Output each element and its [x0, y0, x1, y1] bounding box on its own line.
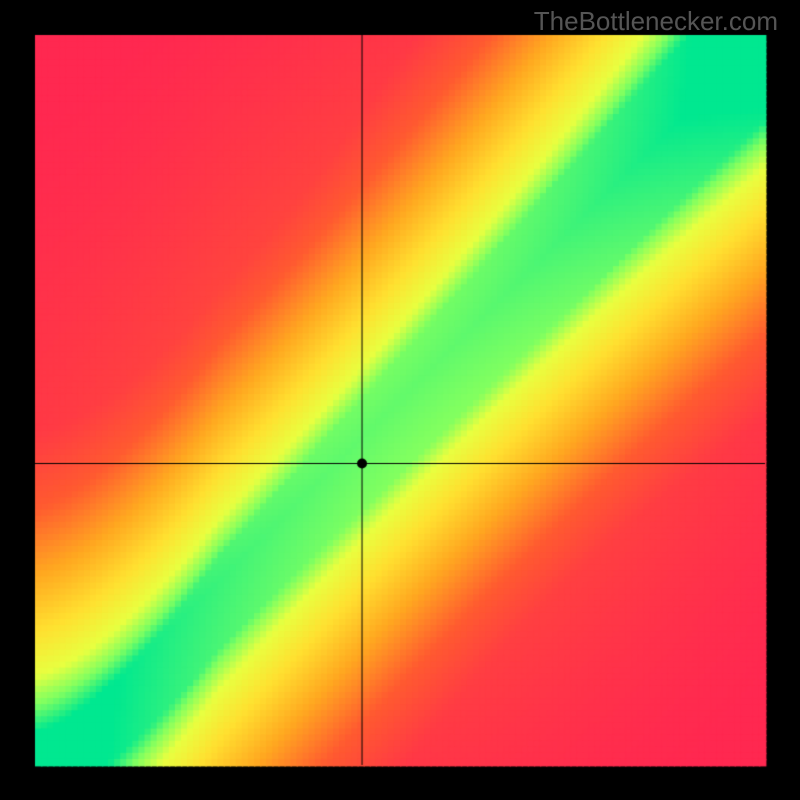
watermark-text: TheBottlenecker.com: [534, 6, 778, 37]
chart-container: TheBottlenecker.com: [0, 0, 800, 800]
bottleneck-heatmap-canvas: [0, 0, 800, 800]
